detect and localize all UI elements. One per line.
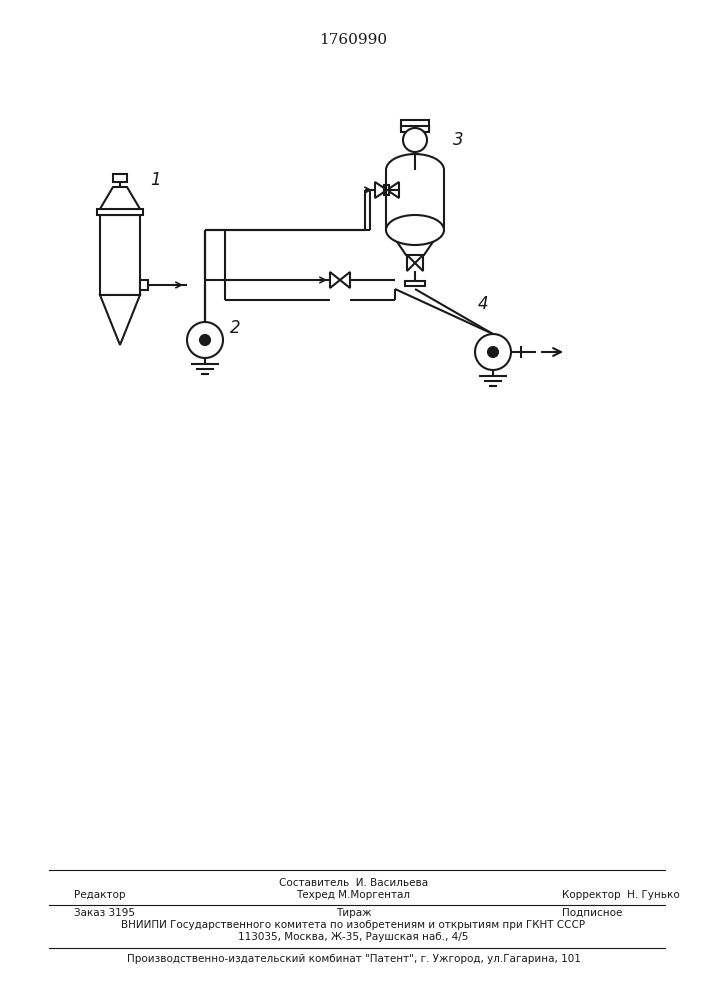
Polygon shape bbox=[375, 182, 387, 198]
Bar bbox=[113, 174, 127, 182]
Ellipse shape bbox=[386, 215, 444, 245]
Polygon shape bbox=[415, 255, 423, 271]
Text: 3: 3 bbox=[453, 131, 464, 149]
Text: 4: 4 bbox=[478, 295, 489, 313]
Circle shape bbox=[403, 128, 427, 152]
Text: Составитель  И. Васильева: Составитель И. Васильева bbox=[279, 878, 428, 888]
Polygon shape bbox=[100, 187, 140, 209]
Bar bbox=[405, 281, 425, 286]
Text: ВНИИПИ Государственного комитета по изобретениям и открытиям при ГКНТ СССР: ВНИИПИ Государственного комитета по изоб… bbox=[122, 920, 585, 930]
Polygon shape bbox=[340, 272, 350, 288]
Text: Техред М.Моргентал: Техред М.Моргентал bbox=[296, 890, 411, 900]
Bar bbox=[401, 126, 429, 132]
Polygon shape bbox=[387, 182, 399, 198]
Circle shape bbox=[488, 347, 498, 357]
Polygon shape bbox=[100, 295, 140, 345]
Text: Редактор: Редактор bbox=[74, 890, 126, 900]
Circle shape bbox=[187, 322, 223, 358]
Polygon shape bbox=[330, 272, 340, 288]
Text: 113035, Москва, Ж-35, Раушская наб., 4/5: 113035, Москва, Ж-35, Раушская наб., 4/5 bbox=[238, 932, 469, 942]
Polygon shape bbox=[407, 255, 415, 271]
Bar bbox=[97, 209, 143, 215]
Text: 2: 2 bbox=[230, 319, 240, 337]
Polygon shape bbox=[391, 233, 439, 255]
Bar bbox=[401, 120, 429, 128]
Circle shape bbox=[475, 334, 511, 370]
Text: 1: 1 bbox=[150, 171, 160, 189]
Circle shape bbox=[200, 335, 210, 345]
Text: Тираж: Тираж bbox=[336, 908, 371, 918]
Bar bbox=[100, 215, 140, 295]
Bar bbox=[140, 280, 148, 290]
Bar bbox=[384, 185, 389, 195]
Text: Корректор  Н. Гунько: Корректор Н. Гунько bbox=[562, 890, 680, 900]
Text: Производственно-издательский комбинат "Патент", г. Ужгород, ул.Гагарина, 101: Производственно-издательский комбинат "П… bbox=[127, 954, 580, 964]
Text: Заказ 3195: Заказ 3195 bbox=[74, 908, 135, 918]
Text: Подписное: Подписное bbox=[562, 908, 622, 918]
Text: 1760990: 1760990 bbox=[319, 33, 387, 47]
Bar bbox=[405, 232, 425, 237]
